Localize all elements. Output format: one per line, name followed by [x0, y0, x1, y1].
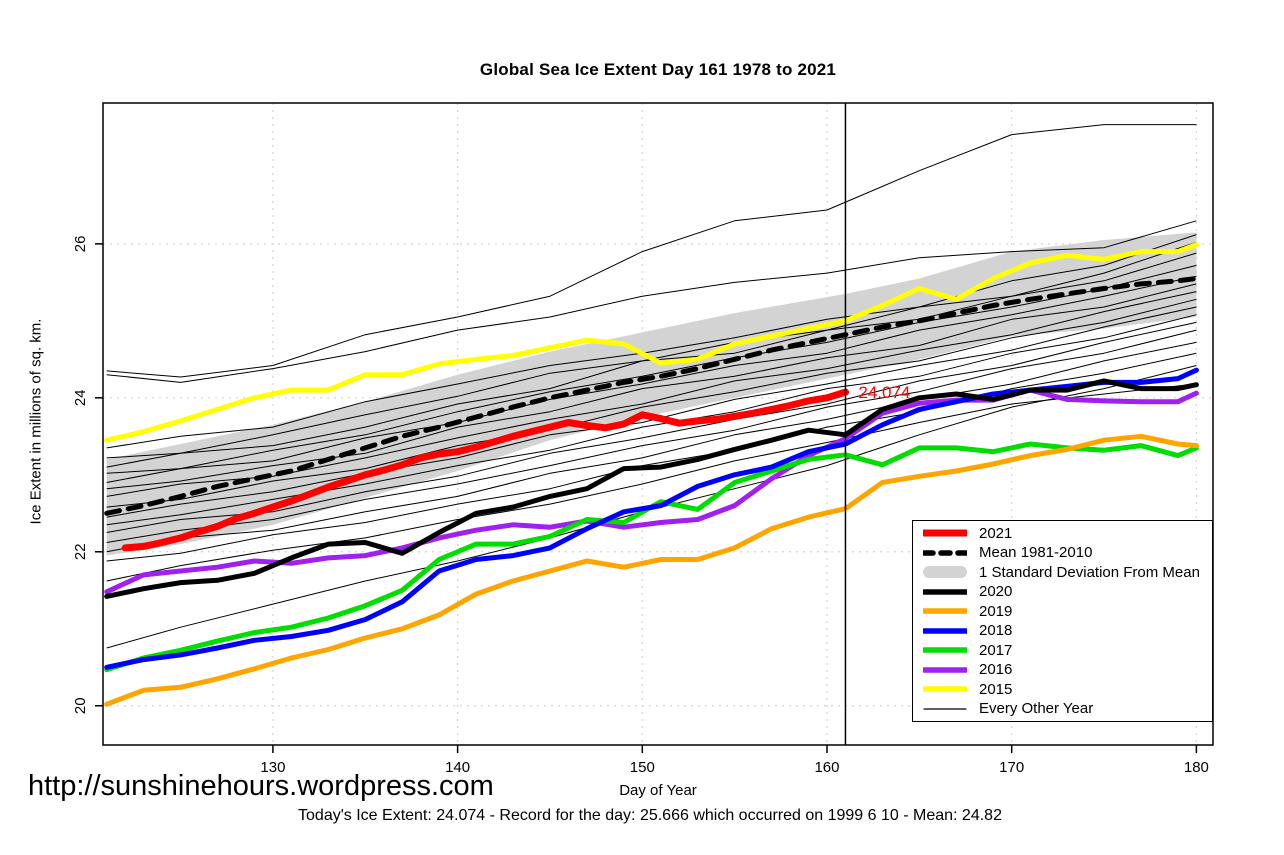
- every-other-year-line: [106, 383, 1197, 582]
- every-other-year-line: [106, 306, 1197, 518]
- every-other-year-line: [106, 124, 1197, 378]
- footer-note: Today's Ice Extent: 24.074 - Record for …: [298, 807, 1002, 824]
- legend-key-shape: [923, 566, 967, 579]
- every-other-year-line: [106, 291, 1197, 497]
- legend-swatch-2019: [923, 608, 967, 614]
- plot-border: [102, 102, 1214, 746]
- y-axis-label: Ice Extent in millions of sq. km.: [27, 318, 45, 525]
- legend-label-2016: 2016: [979, 661, 1013, 679]
- legend-swatch-2015: [923, 686, 967, 693]
- y-tick-label: 26: [72, 236, 89, 253]
- every-other-year-line: [106, 329, 1197, 543]
- series-2015-line: [104, 242, 1199, 443]
- legend-entry-mean-1981-2010: Mean 1981-2010: [913, 543, 1212, 562]
- x-tick-label: 150: [630, 759, 655, 776]
- legend-entry-2020: 2020: [913, 582, 1212, 601]
- series-2021-line: [121, 388, 849, 552]
- legend-label-mean-1981-2010: Mean 1981-2010: [979, 544, 1093, 562]
- legend: 2021 Mean 1981-2010 1 Standard Deviation F…: [912, 520, 1213, 722]
- legend-entry-2017: 2017: [913, 641, 1212, 660]
- legend-swatch-mean-1981-2010: [923, 549, 967, 556]
- legend-label-2015: 2015: [979, 680, 1013, 698]
- legend-label-every-other-year: Every Other Year: [979, 700, 1094, 718]
- series-2017-line: [104, 441, 1199, 673]
- x-tick-label: 140: [445, 759, 470, 776]
- x-tick-label: 170: [999, 759, 1024, 776]
- legend-entry-2016: 2016: [913, 660, 1212, 679]
- legend-swatch-2016: [923, 667, 967, 673]
- legend-swatch-2018: [923, 627, 967, 634]
- y-tick-label: 20: [72, 697, 89, 714]
- y-tick-label: 22: [72, 543, 89, 560]
- legend-entry-2019: 2019: [913, 602, 1212, 621]
- series-2019-line: [104, 433, 1199, 707]
- legend-swatch-2021: [923, 529, 967, 537]
- series-2020-line: [104, 378, 1199, 599]
- legend-entry-every-other-year: Every Other Year: [913, 699, 1212, 718]
- every-other-year-line: [106, 283, 1197, 490]
- legend-swatch-1-standard-deviation-from-mean: [923, 566, 967, 579]
- series-mean-1981-2010-line: [104, 276, 1199, 516]
- every-other-year-line: [106, 321, 1197, 533]
- every-other-year-line: [106, 252, 1197, 468]
- record-annotation: 24.074: [858, 383, 910, 402]
- footer-url: http://sunshinehours.wordpress.com: [28, 770, 494, 802]
- legend-swatch-2020: [923, 588, 967, 595]
- every-other-year-line: [106, 220, 1197, 383]
- chart-title: Global Sea Ice Extent Day 161 1978 to 20…: [479, 60, 837, 79]
- legend-entry-2018: 2018: [913, 621, 1212, 640]
- legend-label-2020: 2020: [979, 583, 1013, 601]
- legend-label-1-standard-deviation-from-mean: 1 Standard Deviation From Mean: [979, 563, 1200, 581]
- every-other-year-line: [106, 275, 1197, 483]
- legend-label-2018: 2018: [979, 622, 1013, 640]
- legend-swatch-2017: [923, 647, 967, 653]
- y-tick-label: 24: [72, 389, 89, 406]
- legend-entry-1-standard-deviation-from-mean: 1 Standard Deviation From Mean: [913, 563, 1212, 582]
- legend-label-2019: 2019: [979, 602, 1013, 620]
- x-tick-label: 180: [1184, 759, 1209, 776]
- x-axis-label: Day of Year: [619, 782, 697, 799]
- legend-label-2017: 2017: [979, 641, 1013, 659]
- every-other-year-line: [106, 341, 1197, 553]
- legend-swatch-every-other-year: [923, 708, 967, 710]
- legend-entry-2021: 2021: [913, 524, 1212, 543]
- every-other-year-line: [106, 298, 1197, 508]
- legend-label-2021: 2021: [979, 524, 1013, 542]
- x-tick-label: 160: [814, 759, 839, 776]
- legend-entry-2015: 2015: [913, 680, 1212, 699]
- x-tick-label: 130: [260, 759, 285, 776]
- every-other-year-line: [106, 264, 1197, 474]
- every-other-year-line: [106, 314, 1197, 526]
